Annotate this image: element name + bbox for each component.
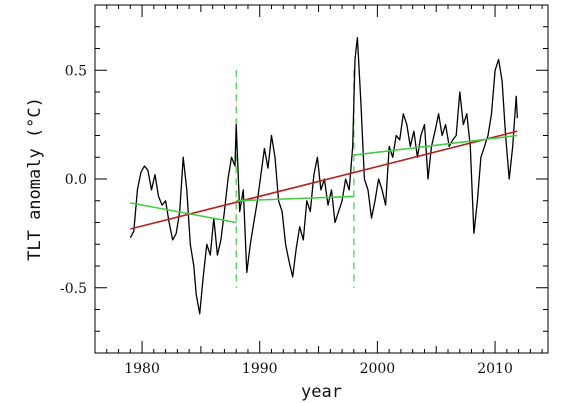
- y-tick-label: 0.0: [65, 172, 87, 188]
- segment-trend-line: [130, 202, 237, 224]
- x-tick-label: 1980: [124, 361, 160, 377]
- plot-frame: [94, 4, 549, 354]
- plot-area: [129, 36, 519, 315]
- anomaly-series-line: [129, 36, 519, 315]
- segment-trend-line: [236, 195, 354, 202]
- y-tick-label: -0.5: [60, 281, 87, 297]
- x-tick-label: 2000: [360, 361, 396, 377]
- overall-trend-line: [130, 130, 518, 230]
- x-tick-label: 1990: [242, 361, 278, 377]
- y-axis-title: TLT anomaly (°C): [25, 97, 45, 261]
- y-tick-label: 0.5: [65, 63, 87, 79]
- segment-trend-line: [353, 134, 518, 156]
- axes: 1980 1990 2000 2010 -0.5 0.0 0.5: [60, 4, 549, 377]
- x-tick-label: 2010: [477, 361, 513, 377]
- x-axis-title: year: [301, 382, 342, 402]
